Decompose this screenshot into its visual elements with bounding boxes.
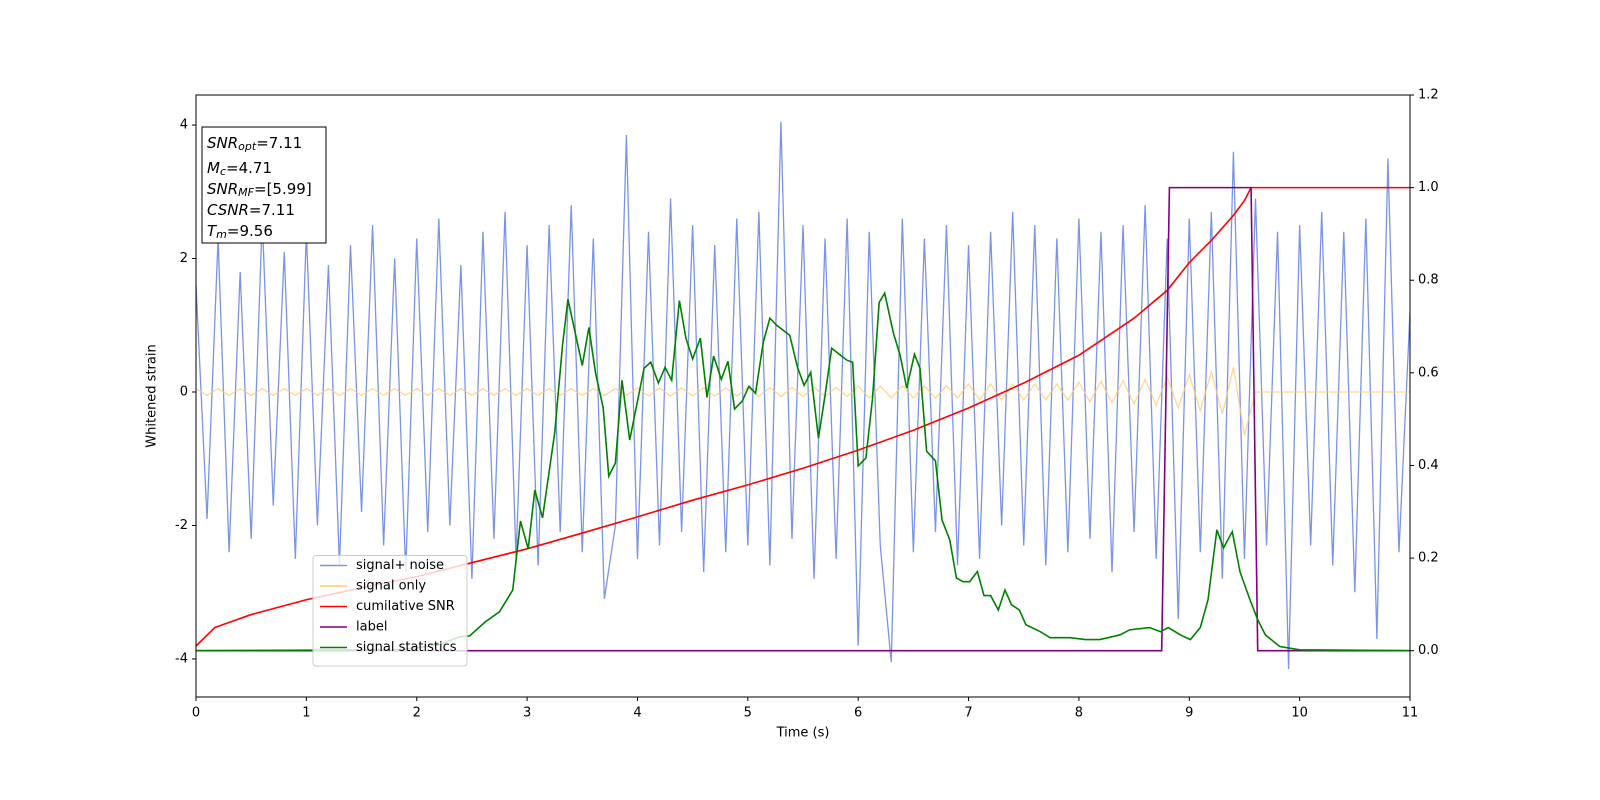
annotation: SNRMF=[5.99] — [207, 180, 312, 200]
legend-box — [312, 555, 468, 667]
annotation-rest: =[5.99] — [254, 180, 312, 198]
y2-tick-label: 0.2 — [1418, 551, 1439, 566]
annotation: CSNR=7.11 — [207, 201, 295, 219]
y-axis-label: Whitened strain — [145, 344, 160, 447]
series-line — [196, 367, 1410, 436]
x-tick-label: 1 — [302, 706, 310, 721]
series-line — [196, 291, 1410, 652]
annotation-base: M — [207, 159, 220, 177]
annotation-rest: =9.56 — [227, 222, 273, 240]
annotation-sub: MF — [238, 186, 254, 199]
y2-tick-label: 0.0 — [1418, 643, 1439, 658]
x-tick-label: 7 — [964, 706, 972, 721]
annotation-base: SNR — [207, 134, 238, 152]
y2-tick-label: 0.4 — [1418, 458, 1439, 473]
x-tick-label: 10 — [1291, 706, 1308, 721]
x-tick-label: 2 — [413, 706, 421, 721]
annotation-base: SNR — [207, 180, 238, 198]
x-tick-label: 0 — [192, 706, 200, 721]
annotation-sub: c — [220, 165, 226, 178]
annotation-rest: =7.11 — [256, 134, 302, 152]
annotation-base: T — [207, 222, 218, 240]
x-tick-label: 5 — [744, 706, 752, 721]
legend-label: signal only — [356, 579, 426, 594]
annotation: Mc=4.71 — [207, 159, 272, 179]
y2-tick-label: 1.2 — [1418, 88, 1439, 103]
y-tick-label: 4 — [180, 118, 188, 133]
legend-label: label — [356, 620, 387, 635]
y2-tick-label: 1.0 — [1418, 180, 1439, 195]
x-tick-label: 9 — [1185, 706, 1193, 721]
y2-tick-label: 0.8 — [1418, 273, 1439, 288]
x-tick-label: 6 — [854, 706, 862, 721]
x-tick-label: 4 — [633, 706, 641, 721]
x-tick-label: 3 — [523, 706, 531, 721]
legend-label: signal statistics — [356, 640, 457, 655]
x-tick-label: 8 — [1075, 706, 1083, 721]
x-axis-label: Time (s) — [776, 726, 830, 741]
series-line — [196, 186, 1410, 652]
y2-tick-label: 0.6 — [1418, 365, 1439, 380]
annotation-base: CSNR — [207, 201, 249, 219]
annotation-box — [201, 126, 327, 244]
annotation-rest: =4.71 — [226, 159, 272, 177]
legend-label: signal+ noise — [356, 558, 444, 573]
legend-label: cumilative SNR — [356, 599, 455, 614]
y-tick-label: 2 — [180, 251, 188, 266]
annotation-sub: m — [216, 228, 227, 241]
y-tick-label: -2 — [175, 518, 188, 533]
x-tick-label: 11 — [1402, 706, 1419, 721]
plot-frame — [195, 94, 1411, 698]
y-tick-label: 0 — [180, 384, 188, 399]
y-tick-label: -4 — [175, 651, 188, 666]
series-line — [196, 121, 1410, 669]
annotation-rest: =7.11 — [249, 201, 295, 219]
annotation: SNRopt=7.11 — [207, 134, 302, 154]
annotation-sub: opt — [238, 140, 257, 153]
annotation: Tm=9.56 — [207, 222, 273, 242]
